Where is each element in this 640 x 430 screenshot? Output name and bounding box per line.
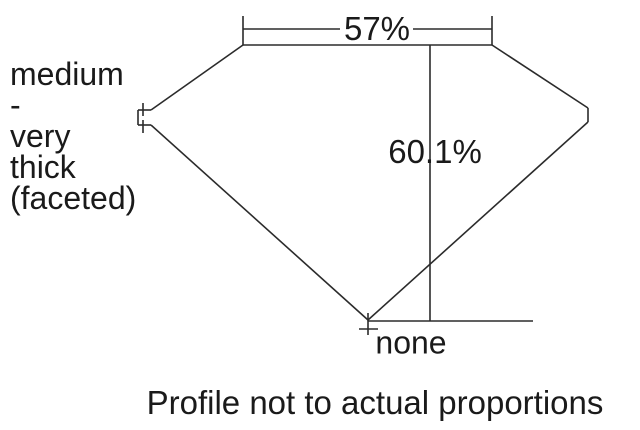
girdle-label-line-5: (faceted) [10, 180, 137, 216]
girdle-label-line-4: thick [10, 149, 76, 185]
crown-right-line [491, 44, 589, 109]
girdle-label-line-1: medium [10, 56, 124, 92]
girdle-label-line-2: - [10, 87, 21, 123]
crown-left-line [150, 44, 244, 111]
proportions-footnote: Profile not to actual proportions [146, 384, 604, 421]
girdle-label-line-3: very [10, 118, 71, 154]
depth-value: 60.1% [388, 133, 482, 170]
table-width-value: 57% [343, 10, 411, 47]
culet-value: none [375, 324, 447, 361]
pavilion-right-line [367, 121, 589, 321]
pavilion-left-line [150, 124, 369, 321]
girdle-thickness-label: medium - very thick (faceted) [10, 56, 137, 216]
